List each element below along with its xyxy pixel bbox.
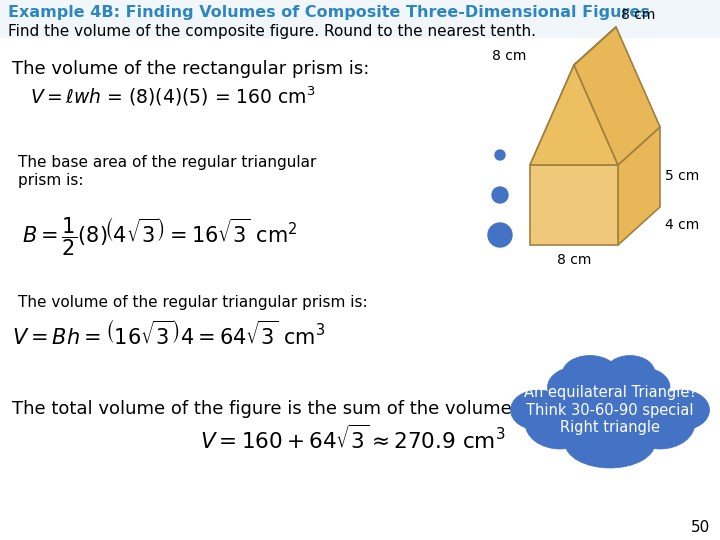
FancyBboxPatch shape bbox=[0, 0, 720, 38]
Circle shape bbox=[488, 223, 512, 247]
Text: 8 cm: 8 cm bbox=[492, 49, 526, 63]
Polygon shape bbox=[530, 127, 660, 165]
Polygon shape bbox=[530, 27, 616, 165]
Text: $V = \ell wh$ = (8)(4)(5) = 160 cm$^3$: $V = \ell wh$ = (8)(4)(5) = 160 cm$^3$ bbox=[30, 85, 315, 109]
Ellipse shape bbox=[510, 390, 565, 430]
Text: 8 cm: 8 cm bbox=[621, 8, 655, 22]
Ellipse shape bbox=[525, 397, 595, 449]
Text: 4 cm: 4 cm bbox=[665, 218, 699, 232]
Text: 8 cm: 8 cm bbox=[557, 253, 591, 267]
Text: 50: 50 bbox=[690, 520, 710, 535]
Text: The total volume of the figure is the sum of the volumes.: The total volume of the figure is the su… bbox=[12, 400, 527, 418]
Ellipse shape bbox=[550, 382, 670, 448]
Text: An equilateral Triangle?
Think 30-60-90 special
Right triangle: An equilateral Triangle? Think 30-60-90 … bbox=[523, 385, 696, 435]
Polygon shape bbox=[618, 127, 660, 245]
Text: The volume of the rectangular prism is:: The volume of the rectangular prism is: bbox=[12, 60, 369, 78]
Text: prism is:: prism is: bbox=[18, 173, 84, 188]
Ellipse shape bbox=[605, 355, 655, 390]
Ellipse shape bbox=[562, 355, 618, 390]
Circle shape bbox=[495, 150, 505, 160]
Ellipse shape bbox=[625, 397, 695, 449]
Text: Find the volume of the composite figure. Round to the nearest tenth.: Find the volume of the composite figure.… bbox=[8, 24, 536, 39]
Polygon shape bbox=[530, 165, 618, 245]
Text: The volume of the regular triangular prism is:: The volume of the regular triangular pri… bbox=[18, 295, 368, 310]
Polygon shape bbox=[530, 65, 618, 165]
Text: The base area of the regular triangular: The base area of the regular triangular bbox=[18, 155, 316, 170]
Text: 5 cm: 5 cm bbox=[665, 169, 699, 183]
Text: $V = 160 + 64\sqrt{3} \approx 270.9\ \mathrm{cm}^3$: $V = 160 + 64\sqrt{3} \approx 270.9\ \ma… bbox=[200, 425, 505, 454]
Ellipse shape bbox=[565, 418, 655, 468]
Polygon shape bbox=[574, 27, 660, 165]
Ellipse shape bbox=[547, 366, 613, 408]
Text: $B = \dfrac{1}{2}(8)\!\left(4\sqrt{3}\right) = 16\sqrt{3}\ \mathrm{cm}^2$: $B = \dfrac{1}{2}(8)\!\left(4\sqrt{3}\ri… bbox=[22, 215, 297, 258]
Ellipse shape bbox=[654, 390, 709, 430]
Text: Example 4B: Finding Volumes of Composite Three-Dimensional Figures: Example 4B: Finding Volumes of Composite… bbox=[8, 5, 650, 20]
Ellipse shape bbox=[610, 367, 670, 407]
Circle shape bbox=[492, 187, 508, 203]
Text: $V = Bh = \left(16\sqrt{3}\right)4 = 64\sqrt{3}\ \mathrm{cm}^3$: $V = Bh = \left(16\sqrt{3}\right)4 = 64\… bbox=[12, 320, 325, 349]
